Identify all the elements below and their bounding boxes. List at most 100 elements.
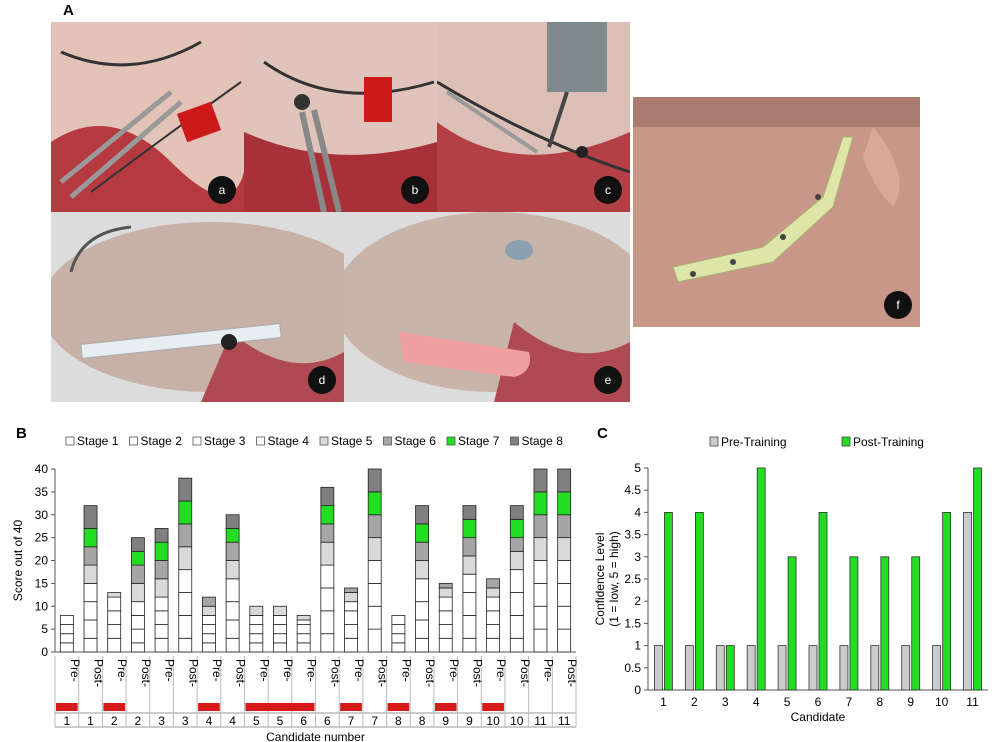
- category-phase-label: Pre-: [305, 659, 319, 682]
- x-tick-label: 10: [935, 695, 949, 709]
- category-candidate-label: 5: [277, 714, 284, 728]
- bar-segment: [462, 592, 477, 616]
- bar-segment: [367, 491, 382, 516]
- bar-segment: [130, 550, 145, 566]
- bar-post: [725, 645, 735, 691]
- red-marker: [198, 703, 220, 711]
- bar-segment: [107, 624, 122, 639]
- bar-pre: [963, 512, 972, 691]
- photo-e: e: [344, 212, 630, 402]
- bar-segment: [462, 637, 477, 653]
- red-marker: [245, 703, 315, 711]
- photo-e-badge: e: [594, 366, 622, 394]
- y-axis-label-line: Confidence Level: [593, 533, 607, 626]
- bar-segment: [107, 637, 122, 653]
- bar-segment: [344, 637, 358, 653]
- y-tick-label: 1.5: [624, 616, 641, 630]
- category-candidate-label: 11: [534, 714, 547, 728]
- x-tick-label: 2: [691, 695, 698, 709]
- bar-segment: [320, 633, 335, 653]
- category-candidate-label: 2: [111, 714, 118, 728]
- bar-segment: [202, 624, 216, 635]
- legend-swatch-5: [319, 436, 329, 446]
- bar-segment: [154, 610, 169, 625]
- category-candidate-label: 4: [229, 714, 236, 728]
- bar-segment: [178, 477, 193, 502]
- x-tick-label: 11: [966, 695, 979, 709]
- category-candidate-label: 7: [371, 714, 378, 728]
- bar-segment: [557, 468, 572, 493]
- bar-segment: [107, 610, 122, 625]
- y-tick-label: 2.5: [624, 572, 641, 586]
- bar-segment: [486, 596, 501, 612]
- bar-pre: [839, 645, 849, 691]
- bar-segment: [178, 546, 193, 571]
- bar-segment: [83, 619, 98, 639]
- category-phase-label: Pre-: [68, 659, 82, 682]
- category-phase-label: Post-: [565, 659, 579, 687]
- bar-post: [973, 467, 982, 691]
- bar-segment: [557, 491, 572, 516]
- photo-b-badge: b: [401, 176, 429, 204]
- bar-segment: [367, 537, 382, 561]
- legend-swatch-4: [256, 436, 265, 446]
- bar-segment: [296, 633, 311, 644]
- legend-swatch-8: [510, 436, 519, 446]
- bar-segment: [178, 569, 193, 593]
- bar-segment: [367, 628, 382, 653]
- bar-pre: [654, 645, 663, 691]
- bar-segment: [344, 592, 358, 603]
- y-axis-label-line: (1 = low, 5 = high): [607, 531, 621, 626]
- bar-segment: [415, 601, 429, 621]
- bar-segment: [557, 560, 572, 584]
- photo-f-badge: f: [884, 291, 912, 319]
- bar-segment: [225, 541, 240, 561]
- legend-label-8: Stage 8: [522, 434, 564, 448]
- category-phase-label: Pre-: [352, 659, 366, 682]
- bar-segment: [59, 624, 74, 635]
- bar-segment: [320, 523, 335, 543]
- bar-segment: [486, 587, 501, 598]
- bar-segment: [367, 582, 382, 607]
- category-phase-label: Pre-: [163, 659, 177, 682]
- legend-label-6: Stage 6: [395, 434, 437, 448]
- bar-segment: [296, 614, 311, 621]
- bar-segment: [367, 560, 382, 584]
- photo-c-badge: c: [594, 176, 622, 204]
- bar-pre: [870, 645, 880, 691]
- category-candidate-label: 1: [63, 714, 70, 728]
- bar-segment: [225, 560, 240, 580]
- bar-pre: [901, 645, 911, 691]
- bar-segment: [367, 514, 382, 539]
- bar-segment: [154, 637, 169, 653]
- red-marker: [434, 703, 457, 711]
- bar-segment: [320, 486, 335, 506]
- bar-post: [818, 512, 828, 691]
- red-marker: [482, 703, 504, 711]
- photo-d: d: [51, 212, 344, 402]
- bar-segment: [391, 642, 406, 653]
- bar-pre: [715, 645, 725, 691]
- bar-post: [849, 556, 859, 691]
- chart-b: Stage 1 Stage 2 Stage 3 Stage 4 Stage 5 Stage…: [11, 434, 579, 742]
- bar-segment: [130, 601, 145, 616]
- legend-label-7: Stage 7: [458, 434, 500, 448]
- bar-pre: [932, 645, 942, 691]
- bar-pre: [808, 645, 818, 691]
- bar-segment: [225, 514, 240, 529]
- category-candidate-label: 10: [510, 714, 524, 728]
- panel-letter-c: C: [597, 425, 608, 442]
- bar-segment: [154, 596, 169, 612]
- category-phase-label: Post-: [92, 659, 106, 687]
- bar-segment: [202, 614, 216, 625]
- category-phase-label: Post-: [234, 659, 248, 687]
- bar-pre: [684, 645, 694, 691]
- red-marker: [387, 703, 410, 711]
- bar-segment: [296, 642, 311, 653]
- bar-segment: [533, 605, 548, 630]
- bar-segment: [509, 537, 524, 552]
- y-axis-label: Confidence Level(1 = low, 5 = high): [593, 531, 621, 626]
- bar-segment: [438, 587, 453, 598]
- category-candidate-label: 5: [253, 714, 260, 728]
- bar-segment: [249, 642, 264, 653]
